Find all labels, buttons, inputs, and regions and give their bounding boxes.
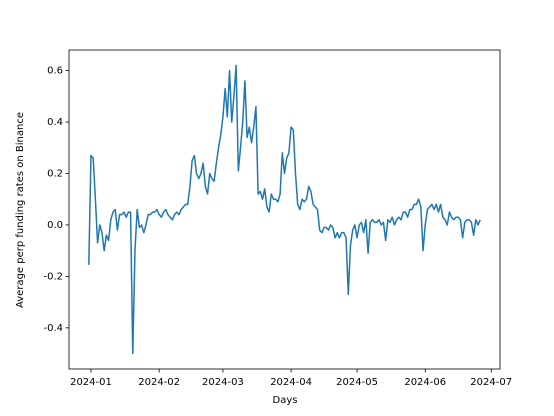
x-tick-label: 2024-01 [70, 377, 112, 388]
x-axis-label: Days [273, 395, 298, 406]
x-tick-label: 2024-05 [336, 377, 378, 388]
x-tick-label: 2024-07 [470, 377, 512, 388]
data-line [88, 64, 481, 355]
y-axis-label: Average perp funding rates on Binance [15, 112, 26, 308]
x-tick-label: 2024-02 [138, 377, 180, 388]
y-tick-label: 0.6 [47, 66, 63, 77]
y-tick-label: -0.4 [43, 323, 63, 334]
y-tick-label: -0.2 [43, 271, 63, 282]
x-tick-label: 2024-03 [202, 377, 244, 388]
y-tick-label: 0.2 [47, 168, 63, 179]
y-tick-label: 0.0 [47, 220, 63, 231]
x-tick-label: 2024-04 [270, 377, 312, 388]
x-tick-label: 2024-06 [404, 377, 446, 388]
y-tick-label: 0.4 [47, 117, 63, 128]
plot-frame [68, 49, 501, 370]
